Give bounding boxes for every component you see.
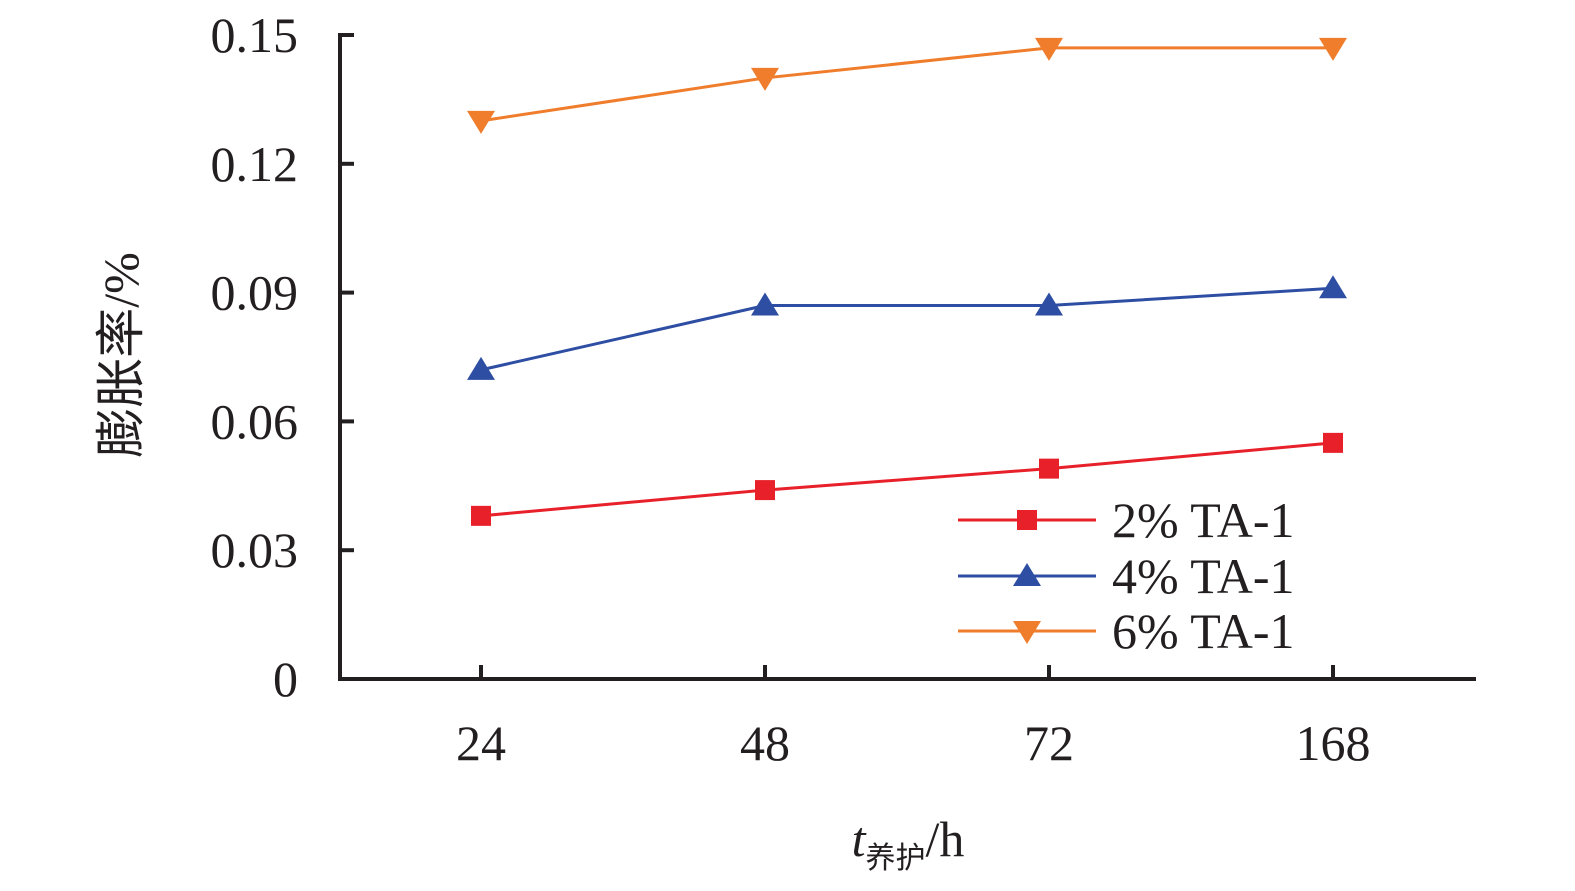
x-axis-title-variable: t bbox=[852, 811, 867, 867]
legend-label: 4% TA-1 bbox=[1112, 548, 1295, 604]
series-line bbox=[480, 441, 1334, 518]
series-1 bbox=[471, 432, 1343, 526]
x-axis-title: t养护/h bbox=[852, 811, 965, 875]
legend-item: 4% TA-1 bbox=[958, 548, 1295, 604]
legend-marker bbox=[1013, 563, 1041, 586]
x-tick-label: 168 bbox=[1296, 715, 1371, 771]
data-point bbox=[1035, 292, 1063, 316]
y-tick-label: 0.15 bbox=[211, 7, 299, 63]
y-tick-label: 0.09 bbox=[211, 265, 299, 321]
legend-marker bbox=[1013, 621, 1041, 644]
y-tick-label: 0.12 bbox=[211, 136, 299, 192]
data-point bbox=[751, 67, 779, 91]
legend-item: 2% TA-1 bbox=[958, 492, 1295, 548]
y-tick-label: 0 bbox=[273, 651, 298, 707]
data-point bbox=[1039, 458, 1059, 479]
axes bbox=[338, 33, 1476, 681]
data-point bbox=[467, 110, 495, 134]
x-tick-label: 72 bbox=[1024, 715, 1074, 771]
data-point bbox=[1035, 37, 1063, 61]
series-2 bbox=[467, 275, 1347, 380]
legend-label: 2% TA-1 bbox=[1112, 492, 1295, 548]
data-point bbox=[1319, 275, 1347, 299]
data-point bbox=[751, 292, 779, 316]
x-axis-title-unit: /h bbox=[926, 811, 965, 867]
legend: 2% TA-14% TA-16% TA-1 bbox=[958, 492, 1295, 659]
y-axis-title: 膨胀率/% bbox=[93, 252, 149, 458]
x-axis-title-subscript: 养护 bbox=[866, 842, 926, 875]
x-tick-label: 48 bbox=[740, 715, 790, 771]
data-point bbox=[755, 480, 775, 501]
legend-label: 6% TA-1 bbox=[1112, 603, 1295, 659]
legend-item: 6% TA-1 bbox=[958, 603, 1295, 659]
data-point bbox=[471, 505, 491, 526]
series-line bbox=[480, 286, 1334, 372]
data-point bbox=[1323, 432, 1343, 453]
series-3 bbox=[467, 37, 1347, 134]
data-point bbox=[1319, 37, 1347, 61]
x-tick-label: 24 bbox=[456, 715, 506, 771]
x-axis-ticks: 24 48 72 168 bbox=[456, 665, 1371, 771]
legend-marker bbox=[1017, 510, 1037, 530]
series-layer bbox=[467, 37, 1347, 526]
series-line bbox=[480, 46, 1333, 123]
y-tick-label: 0.06 bbox=[211, 393, 299, 449]
y-tick-label: 0.03 bbox=[211, 522, 299, 578]
y-axis-ticks: 0 0.03 0.06 0.09 0.12 0.15 bbox=[211, 7, 354, 707]
data-point bbox=[467, 356, 495, 380]
